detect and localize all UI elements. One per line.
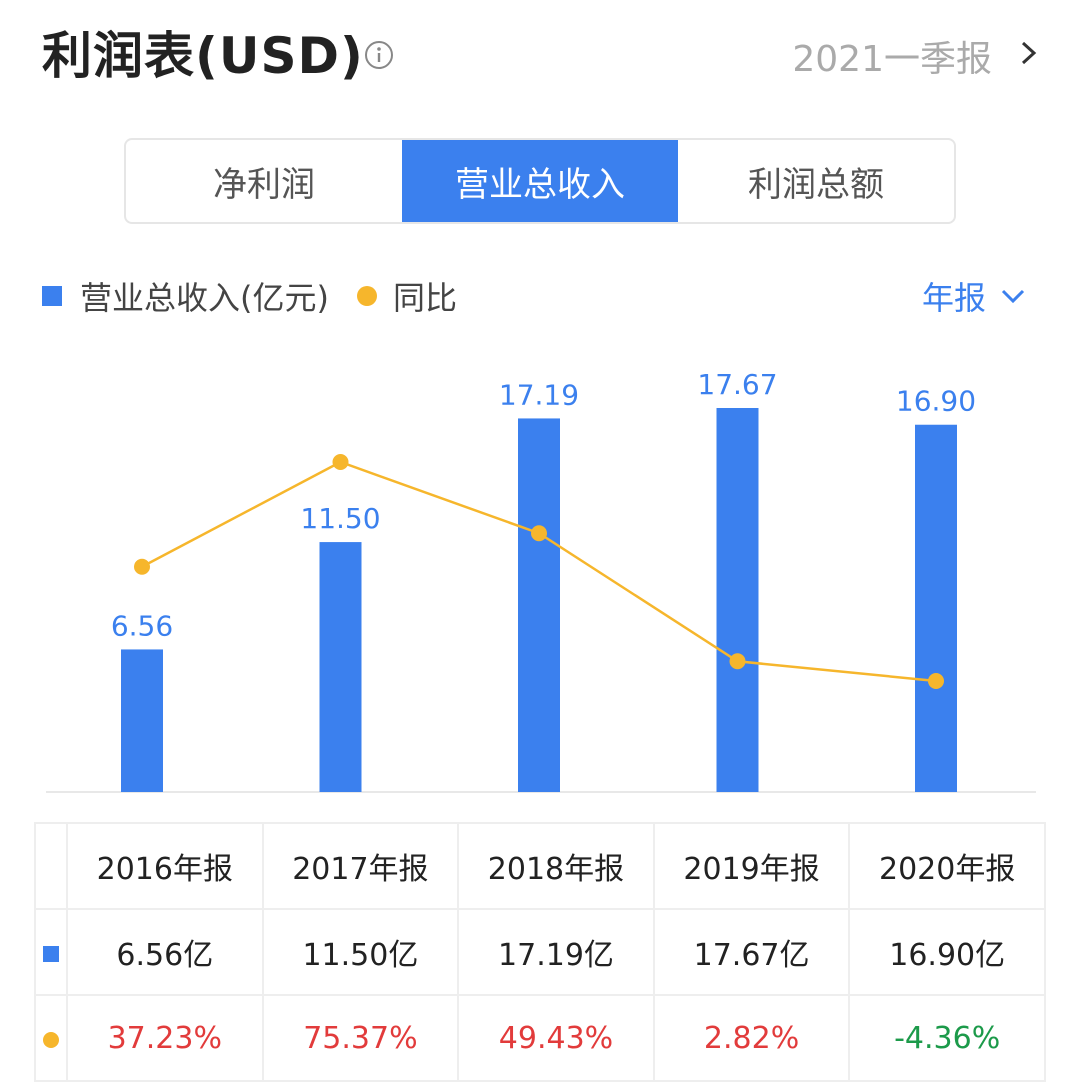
table-cell-yoy: 75.37% [261,994,460,1082]
bar-value-label: 17.19 [499,378,579,411]
table-cell-yoy: 2.82% [652,994,851,1082]
table-header-cell: 2017年报 [261,822,460,910]
chart-legend: 营业总收入(亿元) 同比 [42,274,457,318]
bar-legend-square-icon [42,286,62,306]
bar-value-label: 6.56 [111,609,173,642]
table-corner-cell [34,822,68,910]
yoy-point [134,558,150,575]
table-cell-revenue: 16.90亿 [848,908,1046,996]
table-cell-yoy: 49.43% [457,994,655,1082]
data-table: 2016年报 2017年报 2018年报 2019年报 2020年报 6.56亿… [34,822,1046,1082]
chevron-right-icon[interactable] [1018,38,1040,68]
table-cell-yoy: 37.23% [66,994,264,1082]
info-icon[interactable] [364,40,394,70]
report-period-label[interactable]: 2021一季报 [792,39,992,80]
tab-total-revenue[interactable]: 营业总收入 [402,140,678,222]
header: 利润表(USD) 2021一季报 [42,14,1040,85]
table-header-row: 2016年报 2017年报 2018年报 2019年报 2020年报 [34,822,1046,910]
bar-value-label: 11.50 [300,502,380,535]
period-select[interactable]: 年报 [922,274,1026,318]
table-cell-revenue: 11.50亿 [261,908,460,996]
bar [716,408,759,792]
yoy-marker-cell [34,994,68,1082]
chevron-down-icon [1001,289,1025,304]
bar [121,649,163,792]
table-cell-revenue: 6.56亿 [66,908,264,996]
table-header-cell: 2019年报 [652,822,851,910]
bar-value-label: 16.90 [896,385,976,418]
yoy-point [531,525,547,542]
table-cell-revenue: 17.67亿 [652,908,851,996]
line-legend-dot-icon [356,286,377,306]
bar [319,542,362,792]
line-legend-label: 同比 [392,279,457,317]
metric-tabs: 净利润 营业总收入 利润总额 [124,138,956,224]
tab-total-profit[interactable]: 利润总额 [748,164,884,205]
table-cell-yoy: -4.36% [848,994,1046,1082]
bar-value-label: 17.67 [697,368,777,401]
bar-legend-label: 营业总收入(亿元) [80,279,329,317]
line-dot-icon [43,1031,59,1048]
table-header-cell: 2020年报 [848,822,1046,910]
table-cell-revenue: 17.19亿 [457,908,655,996]
table-header-cell: 2018年报 [457,822,655,910]
bar-square-icon [43,945,59,962]
bar [518,418,560,792]
table-row-yoy: 37.23% 75.37% 49.43% 2.82% -4.36% [34,994,1046,1082]
period-select-label: 年报 [921,279,986,317]
table-row-revenue: 6.56亿 11.50亿 17.19亿 17.67亿 16.90亿 [34,908,1046,996]
revenue-marker-cell [34,908,68,996]
yoy-point [332,454,349,470]
table-header-cell: 2016年报 [66,822,264,910]
bar [915,424,957,792]
revenue-chart: 6.56 11.50 17.19 17.67 16.90 [46,368,1036,793]
tab-net-profit[interactable]: 净利润 [213,164,315,205]
yoy-point [729,653,746,670]
yoy-point [928,673,944,689]
page-title: 利润表(USD) [42,27,364,85]
